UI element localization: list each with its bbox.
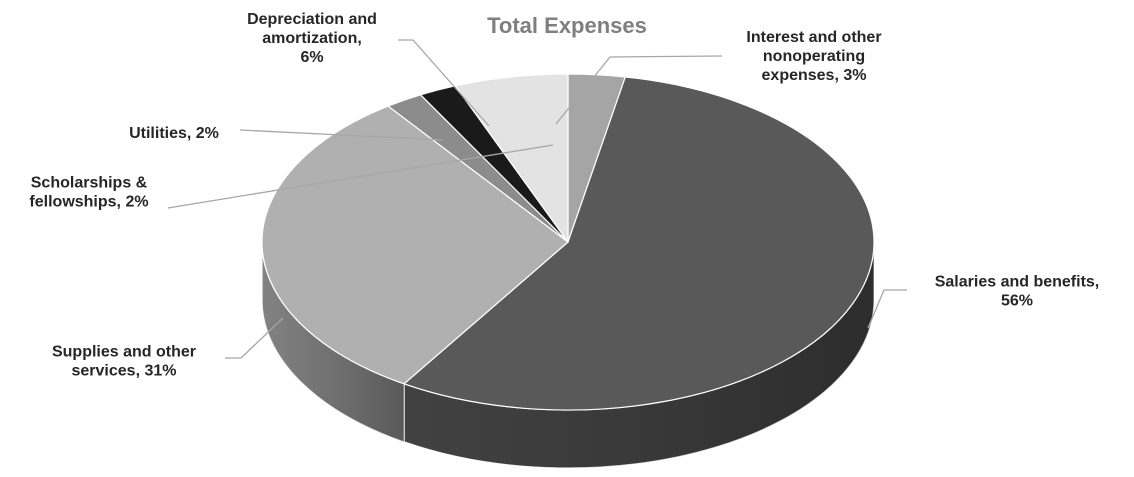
data-label-depreciation-and-amortization: Depreciation and amortization, 6% <box>247 11 377 66</box>
slice-side-supplies-and-other-services-shading <box>262 242 405 442</box>
leader-line-salaries-and-benefits <box>867 289 907 329</box>
pie-slice-salaries-and-benefits <box>403 76 875 411</box>
leader-line-scholarships-fellowships <box>167 144 554 209</box>
pie-slice-supplies-and-other-services <box>261 105 569 385</box>
slice-side-salaries-and-benefits-shading <box>404 242 874 468</box>
data-label-scholarships-fellowships: Scholarships & fellowships, 2% <box>29 175 148 211</box>
leader-lines <box>167 39 907 359</box>
data-label-interest-and-other-nonoperating-expenses: Interest and other nonoperating expenses, … <box>746 29 881 84</box>
leader-line-utilities <box>239 129 444 141</box>
pie-slices <box>261 73 875 411</box>
leader-line-supplies-and-other-services <box>225 317 284 359</box>
data-label-utilities: Utilities, 2% <box>129 125 219 142</box>
data-labels: Interest and other nonoperating expenses, … <box>29 11 1099 380</box>
data-label-supplies-and-other-services: Supplies and other services, 31% <box>52 344 196 380</box>
data-label-salaries-and-benefits: Salaries and benefits, 56% <box>935 274 1100 310</box>
chart-title: Total Expenses <box>487 13 647 38</box>
leader-line-interest-and-other-nonoperating-expenses <box>555 55 723 125</box>
pie-slice-depreciation-and-amortization <box>454 73 569 243</box>
leader-line-depreciation-and-amortization <box>398 39 490 127</box>
